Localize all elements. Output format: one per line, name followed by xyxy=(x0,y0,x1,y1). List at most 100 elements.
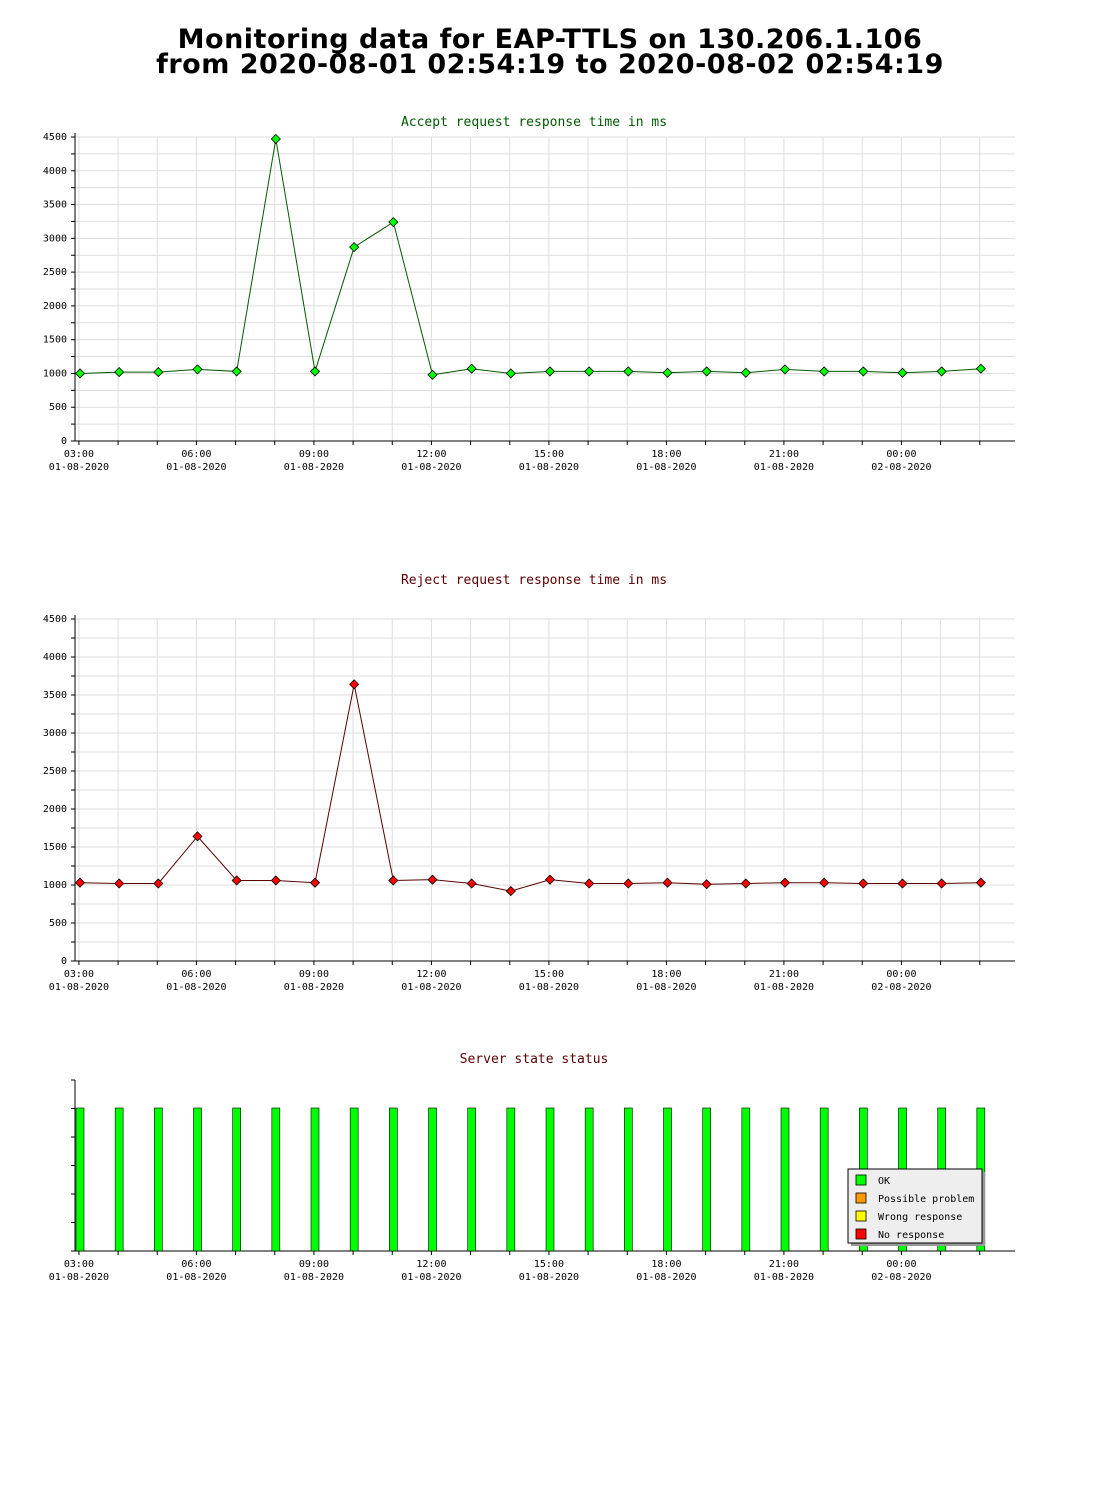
chart-3-x-tick-label-date: 01-08-2020 xyxy=(284,1272,344,1283)
chart-2-data-point xyxy=(153,878,164,889)
chart-1-data-point xyxy=(584,366,595,377)
chart-2-data-point xyxy=(897,878,908,889)
chart-3-status-bar xyxy=(819,1107,829,1252)
chart-1-data-point xyxy=(662,367,673,378)
chart-2-data-point xyxy=(505,886,516,897)
chart-2-x-tick-label-time: 12:00 xyxy=(416,969,446,980)
chart-3-x-tick-label-date: 01-08-2020 xyxy=(166,1272,226,1283)
chart-1-x-tick-label-time: 21:00 xyxy=(769,449,799,460)
chart-1-y-tick-label: 1000 xyxy=(43,368,67,379)
chart-1-x-tick-label-date: 02-08-2020 xyxy=(871,462,931,473)
chart-1-x-tick-label-date: 01-08-2020 xyxy=(636,462,696,473)
chart-1-data-point xyxy=(114,367,125,378)
chart-2-data-point xyxy=(192,831,203,842)
chart-1-data-point xyxy=(975,363,986,374)
chart-2-data-point xyxy=(270,875,281,886)
chart-1-y-tick-label: 1500 xyxy=(43,335,67,346)
chart-1-data-point xyxy=(819,366,830,377)
chart-1-data-point xyxy=(349,242,360,253)
chart-3-status-bar xyxy=(624,1107,633,1252)
chart-3-x-tick-label-time: 03:00 xyxy=(64,1259,94,1270)
chart-1-series-line xyxy=(79,138,981,376)
chart-3-x-tick-label-date: 01-08-2020 xyxy=(636,1272,696,1283)
chart-3-status-bar xyxy=(663,1107,672,1252)
page-title-line-2: from 2020-08-01 02:54:19 to 2020-08-02 0… xyxy=(156,49,944,80)
chart-2-data-point xyxy=(114,878,125,889)
chart-1-data-point xyxy=(192,364,203,375)
chart-1-y-tick-label: 3500 xyxy=(43,200,67,211)
chart-3-legend-label: No response xyxy=(878,1230,944,1241)
page-title-line-1: Monitoring data for EAP-TTLS on 130.206.… xyxy=(177,24,923,55)
chart-1-data-point xyxy=(544,366,556,377)
chart-2-data-point xyxy=(819,877,830,888)
chart-3-legend-swatch xyxy=(855,1192,867,1204)
chart-3-legend-label: Possible problem xyxy=(878,1194,974,1205)
chart-3-x-tick-label-time: 21:00 xyxy=(769,1259,799,1270)
chart-3-status-bar xyxy=(467,1107,476,1252)
chart-2-data-point xyxy=(309,877,321,888)
chart-3-status-bar xyxy=(154,1107,163,1252)
chart-1-data-point xyxy=(466,363,477,374)
chart-1-y-tick-label: 2500 xyxy=(43,267,67,278)
chart-2-data-point xyxy=(975,877,986,888)
chart-2-x-tick-label-time: 21:00 xyxy=(769,969,799,980)
chart-2-data-point xyxy=(936,878,947,889)
chart-1-data-point xyxy=(623,366,634,377)
chart-1-x-tick-label-time: 09:00 xyxy=(299,449,329,460)
chart-2-x-tick-label-time: 15:00 xyxy=(534,969,564,980)
chart-3-x-tick-label-date: 02-08-2020 xyxy=(871,1272,931,1283)
chart-2-y-tick-label: 3500 xyxy=(43,690,67,701)
chart-2-x-tick-label-date: 01-08-2020 xyxy=(166,982,226,993)
chart-3-x-tick-label-time: 00:00 xyxy=(886,1259,916,1270)
chart-1-data-point xyxy=(270,133,281,145)
chart-3-legend-label: Wrong response xyxy=(878,1212,962,1223)
chart-2-y-tick-label: 1000 xyxy=(43,880,67,891)
chart-2-y-tick-label: 4000 xyxy=(43,652,67,663)
chart-3-status-bar xyxy=(506,1107,516,1252)
chart-3-status-bar xyxy=(310,1107,320,1252)
chart-2-x-tick-label-time: 09:00 xyxy=(299,969,329,980)
chart-3-x-tick-label-time: 18:00 xyxy=(651,1259,681,1270)
chart-3-status-bar xyxy=(428,1107,437,1252)
chart-1-x-tick-label-time: 06:00 xyxy=(181,449,211,460)
chart-1-title: Accept request response time in ms xyxy=(401,115,667,130)
chart-1-x-tick-label-date: 01-08-2020 xyxy=(519,462,579,473)
chart-3-legend-swatch xyxy=(855,1210,867,1222)
chart-3-status-bar xyxy=(271,1107,281,1252)
chart-3-legend-swatch xyxy=(855,1174,867,1186)
chart-2-data-point xyxy=(74,877,86,888)
chart-1-data-point xyxy=(505,368,516,379)
chart-1-data-point xyxy=(231,366,242,377)
chart-1-data-point xyxy=(427,369,438,380)
chart-3-status-bar xyxy=(702,1107,711,1252)
chart-3-status-bar xyxy=(545,1107,555,1252)
chart-1-data-point xyxy=(388,217,399,228)
chart-3-x-tick-label-time: 09:00 xyxy=(299,1259,329,1270)
chart-3-status-bar xyxy=(741,1107,751,1252)
chart-1-x-tick-label-date: 01-08-2020 xyxy=(49,462,109,473)
chart-3-x-tick-label-date: 01-08-2020 xyxy=(754,1272,814,1283)
chart-3-status-bar xyxy=(75,1107,85,1252)
chart-3-x-tick-label-date: 01-08-2020 xyxy=(49,1272,109,1283)
chart-2-x-tick-label-date: 01-08-2020 xyxy=(49,982,109,993)
chart-2-x-tick-label-date: 01-08-2020 xyxy=(284,982,344,993)
chart-2-data-point xyxy=(427,874,438,885)
chart-2-data-point xyxy=(466,878,477,889)
chart-1-y-tick-label: 500 xyxy=(49,402,67,413)
chart-2-data-point xyxy=(584,878,595,889)
chart-1-y-tick-label: 0 xyxy=(61,436,67,447)
chart-3-x-tick-label-time: 06:00 xyxy=(181,1259,211,1270)
chart-1-x-tick-label-time: 03:00 xyxy=(64,449,94,460)
chart-3-legend-label: OK xyxy=(878,1176,890,1187)
chart-3-x-tick-label-time: 12:00 xyxy=(416,1259,446,1270)
chart-2-y-tick-label: 2000 xyxy=(43,804,67,815)
chart-1-data-point xyxy=(74,368,86,379)
chart-1-x-tick-label-date: 01-08-2020 xyxy=(754,462,814,473)
chart-1-data-point xyxy=(936,366,947,377)
chart-3-title: Server state status xyxy=(460,1052,609,1067)
chart-2-x-tick-label-time: 03:00 xyxy=(64,969,94,980)
chart-3-status-bar xyxy=(193,1107,202,1252)
chart-2-x-tick-label-date: 01-08-2020 xyxy=(636,982,696,993)
chart-1-y-tick-label: 4000 xyxy=(43,166,67,177)
chart-1-x-tick-label-time: 15:00 xyxy=(534,449,564,460)
